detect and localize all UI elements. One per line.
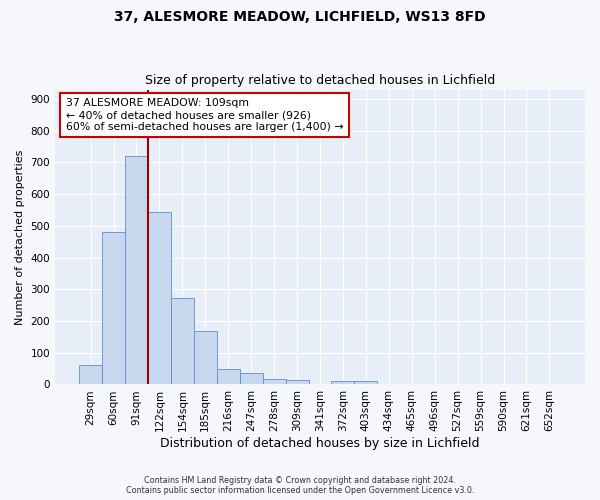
- Text: Contains HM Land Registry data © Crown copyright and database right 2024.
Contai: Contains HM Land Registry data © Crown c…: [126, 476, 474, 495]
- Bar: [102, 232, 125, 384]
- Bar: [194, 330, 217, 384]
- Bar: [263, 379, 286, 384]
- X-axis label: Distribution of detached houses by size in Lichfield: Distribution of detached houses by size …: [160, 437, 480, 450]
- Bar: [171, 298, 194, 384]
- Bar: [286, 380, 308, 384]
- Y-axis label: Number of detached properties: Number of detached properties: [15, 150, 25, 324]
- Bar: [148, 212, 171, 384]
- Title: Size of property relative to detached houses in Lichfield: Size of property relative to detached ho…: [145, 74, 495, 87]
- Text: 37, ALESMORE MEADOW, LICHFIELD, WS13 8FD: 37, ALESMORE MEADOW, LICHFIELD, WS13 8FD: [114, 10, 486, 24]
- Bar: [240, 374, 263, 384]
- Text: 37 ALESMORE MEADOW: 109sqm
← 40% of detached houses are smaller (926)
60% of sem: 37 ALESMORE MEADOW: 109sqm ← 40% of deta…: [65, 98, 343, 132]
- Bar: [125, 156, 148, 384]
- Bar: [217, 369, 240, 384]
- Bar: [79, 366, 102, 384]
- Bar: [355, 382, 377, 384]
- Bar: [331, 382, 355, 384]
